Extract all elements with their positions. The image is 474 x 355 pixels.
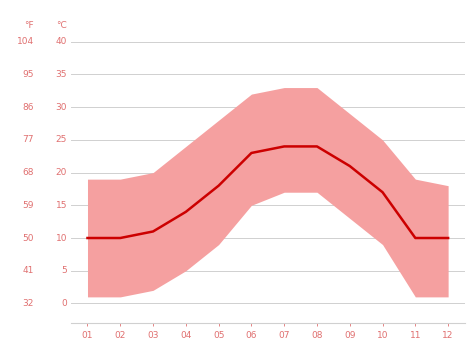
Text: 77: 77 [22, 135, 34, 144]
Text: 5: 5 [62, 266, 67, 275]
Text: 50: 50 [22, 234, 34, 242]
Text: 68: 68 [22, 168, 34, 177]
Text: 15: 15 [55, 201, 67, 210]
Text: 40: 40 [56, 37, 67, 46]
Text: 0: 0 [62, 299, 67, 308]
Text: 86: 86 [22, 103, 34, 112]
Text: °F: °F [24, 22, 34, 31]
Text: 30: 30 [55, 103, 67, 112]
Text: 32: 32 [22, 299, 34, 308]
Text: °C: °C [56, 22, 67, 31]
Text: 10: 10 [55, 234, 67, 242]
Text: 95: 95 [22, 70, 34, 79]
Text: 104: 104 [17, 37, 34, 46]
Text: 35: 35 [55, 70, 67, 79]
Text: 20: 20 [56, 168, 67, 177]
Text: 25: 25 [56, 135, 67, 144]
Text: 59: 59 [22, 201, 34, 210]
Text: 41: 41 [22, 266, 34, 275]
